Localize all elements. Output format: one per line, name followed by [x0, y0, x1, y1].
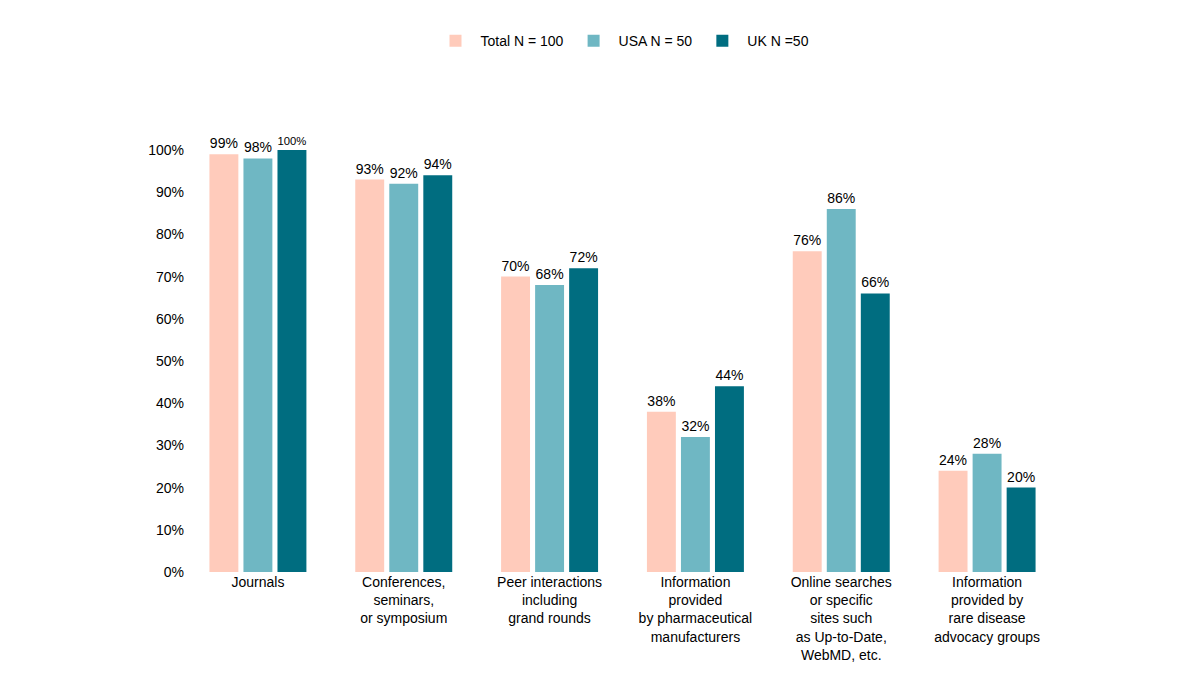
svg-text:76%: 76%: [793, 232, 821, 248]
svg-text:20%: 20%: [1007, 469, 1035, 485]
svg-text:80%: 80%: [156, 226, 184, 242]
svg-text:38%: 38%: [647, 393, 675, 409]
svg-text:Informationprovided byrare dis: Informationprovided byrare diseaseadvoca…: [934, 574, 1040, 645]
svg-text:100%: 100%: [148, 142, 184, 158]
svg-text:90%: 90%: [156, 184, 184, 200]
svg-text:72%: 72%: [570, 249, 598, 265]
svg-text:Conferences,seminars,or sympos: Conferences,seminars,or symposium: [360, 574, 447, 626]
svg-text:10%: 10%: [156, 522, 184, 538]
svg-text:USA N = 50: USA N = 50: [619, 33, 693, 49]
svg-text:32%: 32%: [681, 418, 709, 434]
svg-text:66%: 66%: [861, 274, 889, 290]
svg-text:30%: 30%: [156, 437, 184, 453]
svg-text:24%: 24%: [939, 452, 967, 468]
svg-text:20%: 20%: [156, 480, 184, 496]
svg-text:Online searchesor specificsite: Online searchesor specificsites suchas U…: [791, 574, 892, 663]
svg-text:Journals: Journals: [231, 574, 284, 590]
svg-text:70%: 70%: [156, 269, 184, 285]
svg-text:Informationprovidedby pharmace: Informationprovidedby pharmaceuticalmanu…: [639, 574, 753, 645]
svg-text:UK N =50: UK N =50: [747, 33, 808, 49]
svg-text:99%: 99%: [210, 135, 238, 151]
svg-text:100%: 100%: [277, 135, 306, 147]
svg-text:94%: 94%: [424, 156, 452, 172]
svg-text:44%: 44%: [715, 367, 743, 383]
svg-text:92%: 92%: [390, 165, 418, 181]
svg-text:Peer interactionsincludinggran: Peer interactionsincludinggrand rounds: [497, 574, 602, 626]
svg-text:86%: 86%: [827, 190, 855, 206]
svg-text:98%: 98%: [244, 139, 272, 155]
svg-text:68%: 68%: [536, 266, 564, 282]
svg-text:Total N = 100: Total N = 100: [481, 33, 564, 49]
svg-text:60%: 60%: [156, 311, 184, 327]
svg-text:40%: 40%: [156, 395, 184, 411]
svg-text:70%: 70%: [502, 258, 530, 274]
svg-text:0%: 0%: [164, 564, 184, 580]
svg-text:50%: 50%: [156, 353, 184, 369]
svg-text:93%: 93%: [356, 161, 384, 177]
svg-text:28%: 28%: [973, 435, 1001, 451]
